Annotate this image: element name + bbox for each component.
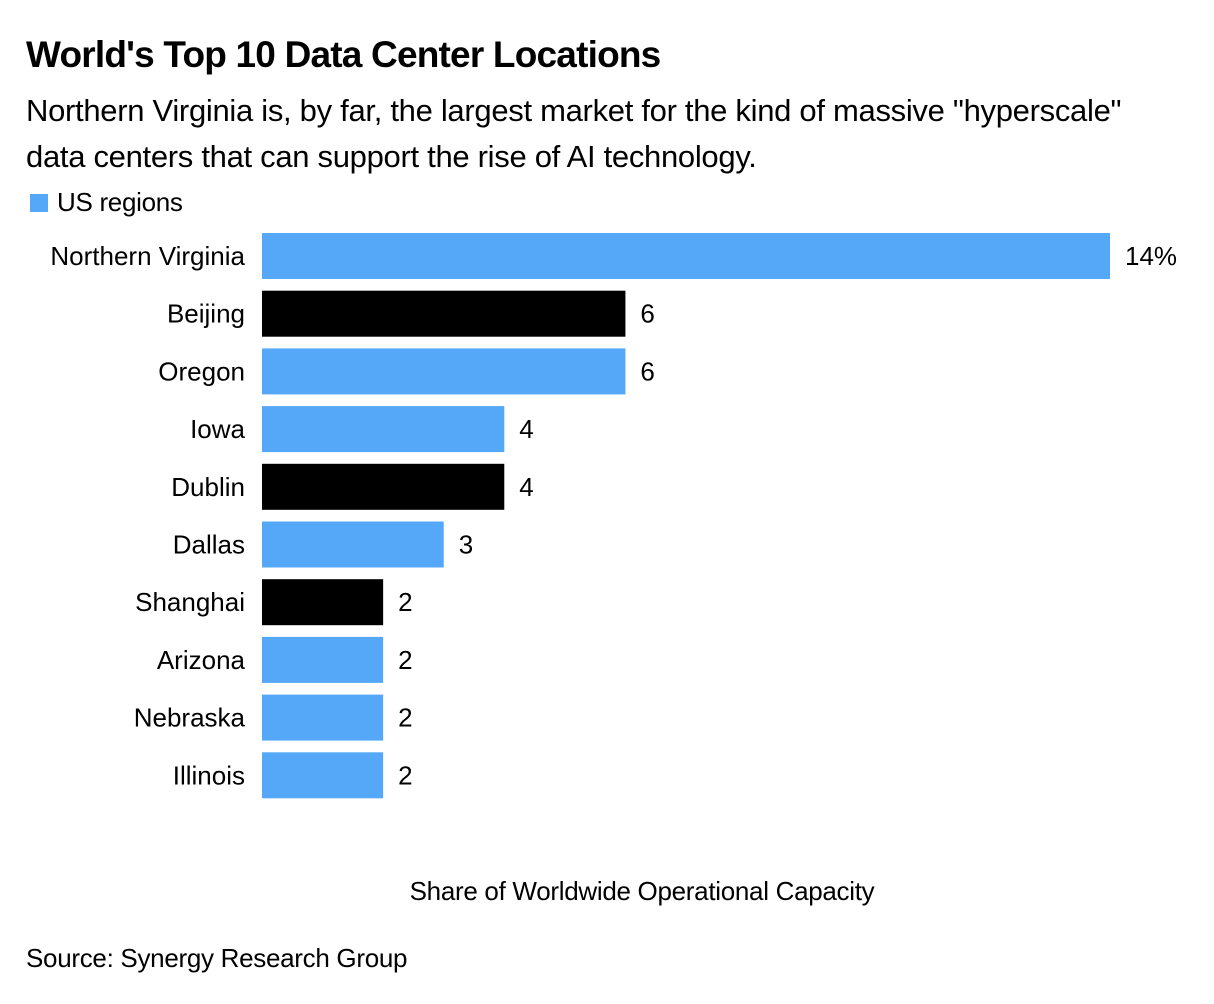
bar-nebraska bbox=[262, 694, 384, 741]
data-label-oregon: 6 bbox=[640, 356, 654, 386]
category-label-oregon: Oregon bbox=[158, 356, 245, 386]
category-label-northern-virginia: Northern Virginia bbox=[50, 241, 245, 271]
bar-illinois bbox=[262, 752, 384, 799]
category-label-beijing: Beijing bbox=[167, 299, 245, 329]
source-note: Source: Synergy Research Group bbox=[26, 943, 408, 973]
category-label-iowa: Iowa bbox=[190, 414, 245, 444]
category-label-arizona: Arizona bbox=[157, 645, 246, 675]
data-label-dublin: 4 bbox=[519, 472, 533, 502]
bar-iowa bbox=[262, 406, 505, 453]
legend-swatch-us-regions bbox=[30, 193, 48, 212]
data-label-beijing: 6 bbox=[640, 299, 654, 329]
data-label-nebraska: 2 bbox=[398, 703, 412, 733]
bar-northern-virginia bbox=[262, 233, 1110, 279]
data-label-dallas: 3 bbox=[459, 530, 473, 560]
bar-chart: Northern Virginia 14% Beijing 6 Oregon 6 Iowa 4… bbox=[50, 233, 1177, 799]
category-label-dublin: Dublin bbox=[171, 472, 245, 502]
bar-oregon bbox=[262, 348, 626, 395]
data-label-illinois: 2 bbox=[398, 760, 412, 790]
legend: US regions bbox=[30, 187, 183, 218]
data-label-shanghai: 2 bbox=[398, 587, 412, 617]
category-label-dallas: Dallas bbox=[173, 530, 245, 560]
data-label-arizona: 2 bbox=[398, 645, 412, 675]
data-label-iowa: 4 bbox=[519, 414, 533, 444]
bar-dublin bbox=[262, 463, 505, 510]
legend-label-us-regions: US regions bbox=[57, 187, 183, 217]
chart-subtitle: Northern Virginia is, by far, the larges… bbox=[26, 93, 1122, 174]
category-label-illinois: Illinois bbox=[173, 760, 245, 790]
chart-title: World's Top 10 Data Center Locations bbox=[26, 34, 661, 75]
category-label-shanghai: Shanghai bbox=[135, 587, 245, 617]
bar-shanghai bbox=[262, 579, 384, 626]
category-label-nebraska: Nebraska bbox=[134, 703, 246, 733]
bar-beijing bbox=[262, 290, 626, 337]
x-axis-title: Share of Worldwide Operational Capacity bbox=[409, 876, 875, 906]
bar-arizona bbox=[262, 636, 384, 683]
data-label-northern-virginia: 14% bbox=[1125, 241, 1177, 271]
bar-dallas bbox=[262, 521, 444, 568]
